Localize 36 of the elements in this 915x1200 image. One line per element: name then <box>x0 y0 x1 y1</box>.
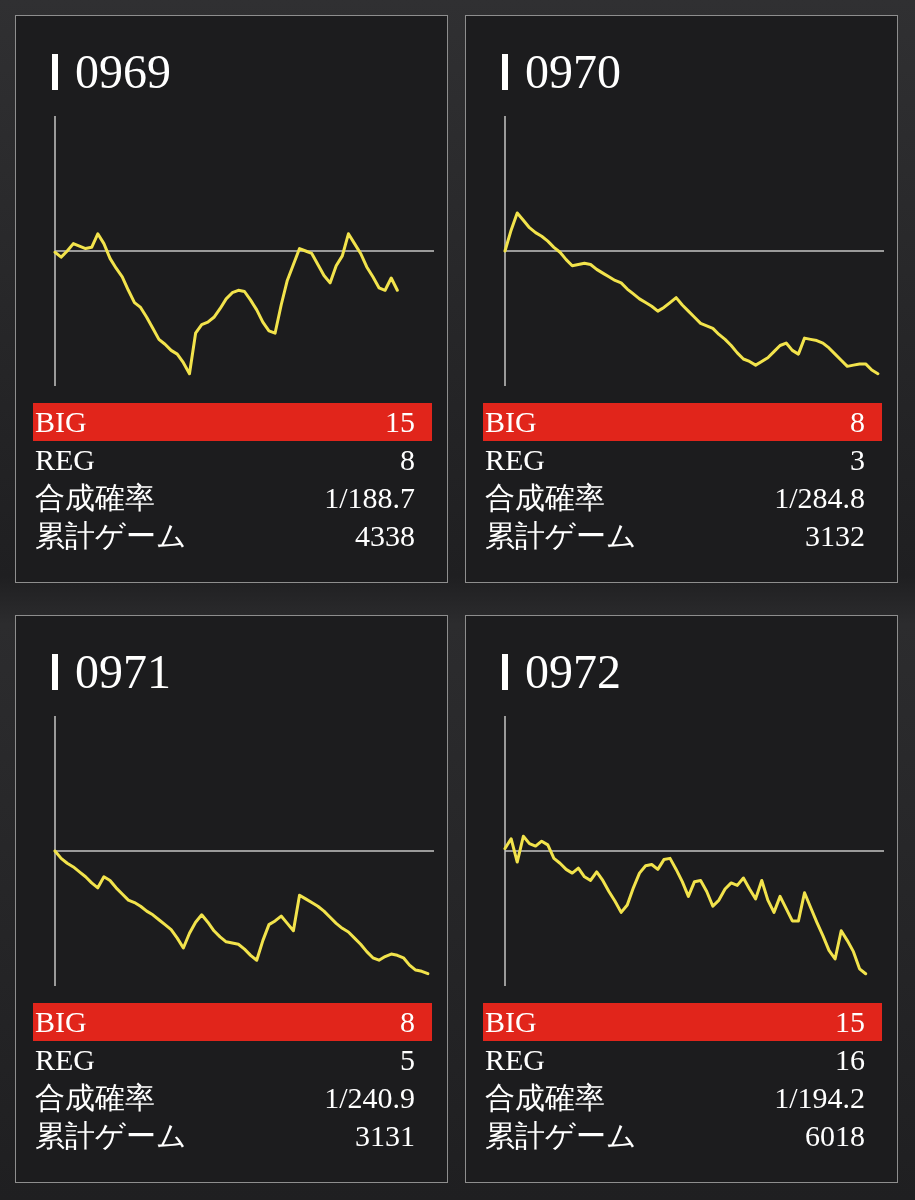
text: 累計ゲーム <box>485 518 637 554</box>
text: 5 <box>400 1042 415 1078</box>
text: 8 <box>400 442 415 478</box>
text: 3132 <box>805 518 865 554</box>
text: 1/284.8 <box>774 480 865 516</box>
text: BIG <box>35 1004 87 1040</box>
text: 合成確率 <box>35 1080 155 1116</box>
chart-title: 0971 <box>75 645 171 698</box>
text: REG <box>485 1042 545 1078</box>
text: 6018 <box>805 1118 865 1154</box>
text: 8 <box>850 404 865 440</box>
text: 累計ゲーム <box>35 518 187 554</box>
text: 3 <box>850 442 865 478</box>
text: 15 <box>835 1004 865 1040</box>
text: BIG <box>485 404 537 440</box>
text: 4338 <box>355 518 415 554</box>
text: REG <box>35 442 95 478</box>
text: 1/188.7 <box>324 480 415 516</box>
text: 合成確率 <box>35 480 155 516</box>
chart-title: 0970 <box>525 45 621 98</box>
text: REG <box>485 442 545 478</box>
text: REG <box>35 1042 95 1078</box>
text: 累計ゲーム <box>35 1118 187 1154</box>
text: 合成確率 <box>485 480 605 516</box>
chart-title: 0969 <box>75 45 171 98</box>
text: 累計ゲーム <box>485 1118 637 1154</box>
text: 16 <box>835 1042 865 1078</box>
text: BIG <box>35 404 87 440</box>
text: 8 <box>400 1004 415 1040</box>
text: 1/194.2 <box>774 1080 865 1116</box>
chart-title: 0972 <box>525 645 621 698</box>
text: 15 <box>385 404 415 440</box>
text: 1/240.9 <box>324 1080 415 1116</box>
text: BIG <box>485 1004 537 1040</box>
text: 3131 <box>355 1118 415 1154</box>
text: 合成確率 <box>485 1080 605 1116</box>
